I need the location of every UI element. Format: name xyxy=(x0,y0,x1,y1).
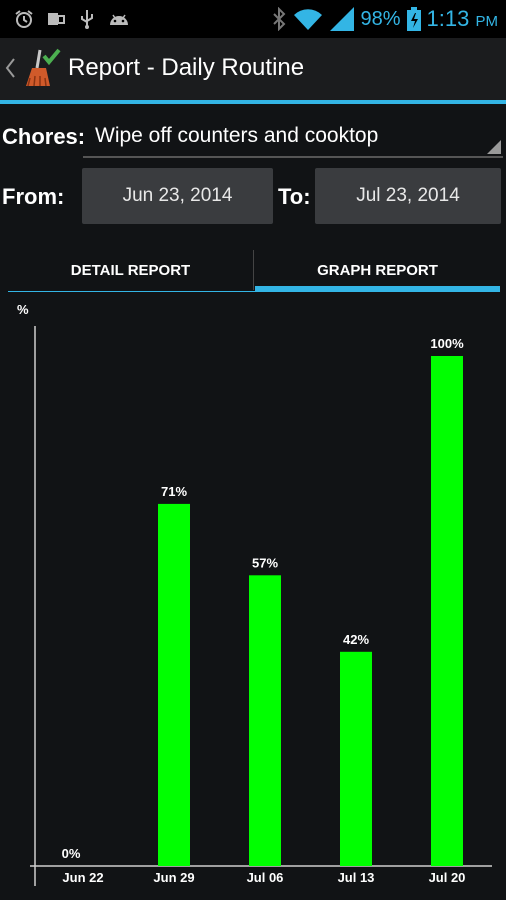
data-label: 42% xyxy=(343,632,369,647)
x-tick-label: Jun 29 xyxy=(153,870,194,885)
action-bar-divider xyxy=(0,100,506,104)
usb-icon xyxy=(78,9,96,29)
chores-label: Chores: xyxy=(2,124,86,149)
from-label: From: xyxy=(2,184,65,209)
signal-icon xyxy=(329,6,355,32)
bar-chart: % 0% Jun 22 71% Jun 29 57% Jul 06 42% Jul 13 100… xyxy=(0,298,506,900)
bluetooth-icon xyxy=(271,7,287,31)
back-icon[interactable] xyxy=(4,56,16,85)
clock-time: 1:13 xyxy=(426,6,470,31)
data-label: 0% xyxy=(62,846,81,861)
data-label: 100% xyxy=(430,336,464,351)
tab-baseline xyxy=(8,291,500,292)
data-label: 71% xyxy=(161,484,187,499)
chores-dropdown[interactable]: Wipe off counters and cooktop xyxy=(83,118,503,158)
battery-icon xyxy=(406,7,421,31)
bar-jul-20 xyxy=(431,356,463,866)
x-tick-label: Jul 06 xyxy=(247,870,284,885)
notification-icon xyxy=(46,9,66,29)
page-title: Report - Daily Routine xyxy=(68,54,305,81)
broom-checkmark-icon[interactable] xyxy=(18,46,62,95)
chores-selected-value: Wipe off counters and cooktop xyxy=(95,124,379,147)
y-axis-label: % xyxy=(17,302,29,317)
alarm-icon xyxy=(14,9,34,29)
data-label: 57% xyxy=(252,555,278,570)
bar-jul-06 xyxy=(249,575,281,866)
bar-jul-13 xyxy=(340,651,372,866)
to-label: To: xyxy=(278,184,311,209)
tab-selected-indicator xyxy=(255,286,500,292)
dropdown-corner-icon xyxy=(487,140,501,154)
to-date-button[interactable]: Jul 23, 2014 xyxy=(315,168,501,224)
tab-detail-report[interactable]: DETAIL REPORT xyxy=(70,261,191,279)
x-tick-label: Jul 13 xyxy=(338,870,375,885)
from-date-button[interactable]: Jun 23, 2014 xyxy=(82,168,273,224)
chart-svg: % 0% Jun 22 71% Jun 29 57% Jul 06 42% Jul 13 100… xyxy=(17,302,492,886)
action-bar: Report - Daily Routine xyxy=(0,38,506,100)
bar-jun-29 xyxy=(158,503,190,866)
clock-ampm: PM xyxy=(475,13,499,30)
android-icon xyxy=(108,9,130,29)
tab-graph-report[interactable]: GRAPH REPORT xyxy=(317,261,438,279)
battery-percent: 98% xyxy=(360,7,401,30)
bars: 0% Jun 22 71% Jun 29 57% Jul 06 42% Jul 13 100% J… xyxy=(62,336,466,885)
status-bar: 98% 1:13 PM xyxy=(0,0,506,38)
tab-divider xyxy=(253,250,254,290)
clock: 1:13 PM xyxy=(427,6,498,32)
x-tick-label: Jul 20 xyxy=(429,870,466,885)
x-tick-label: Jun 22 xyxy=(62,870,103,885)
report-tabs: DETAIL REPORT GRAPH REPORT xyxy=(8,246,500,294)
wifi-icon xyxy=(293,7,323,31)
